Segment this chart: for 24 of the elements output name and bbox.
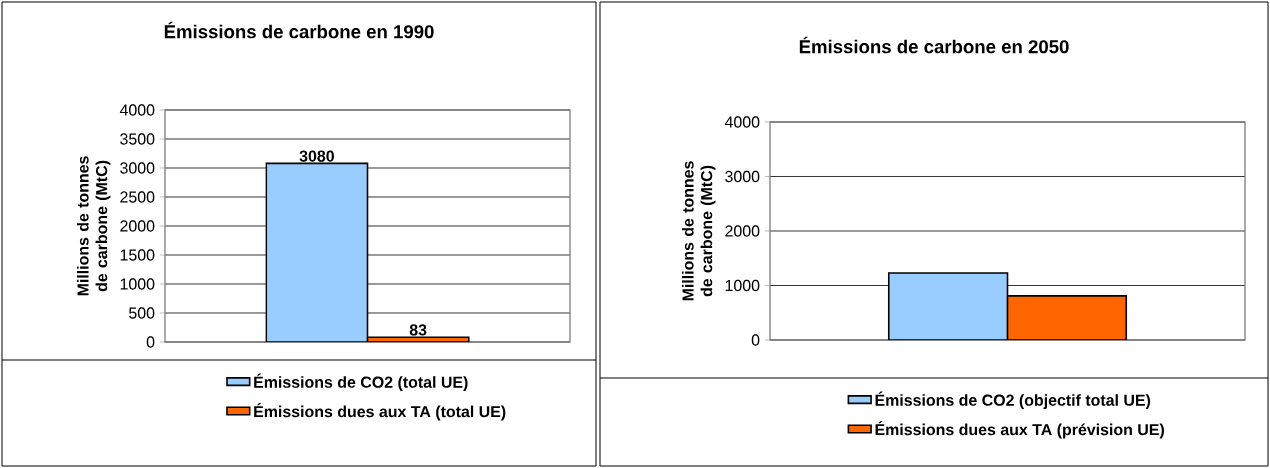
y-tick-label: 3500 [120, 133, 155, 145]
chart-title: Émissions de carbone en 1990 [164, 21, 434, 39]
y-axis-title: Millions de tonnes de carbone (MtC) [681, 161, 716, 301]
y-tick-label: 3000 [725, 170, 760, 183]
y-axis-title: Millions de tonnes de carbone (MtC) [76, 156, 111, 296]
y-tick-label: 2500 [120, 191, 155, 203]
data-label: 83 [409, 324, 427, 336]
y-tick-label: 1000 [120, 278, 155, 290]
y-tick-label: 4000 [119, 104, 155, 116]
y-tick-label: 0 [146, 336, 155, 348]
y-tick-label: 2000 [120, 220, 155, 232]
chart-title: Émissions de carbone en 2050 [799, 36, 1069, 54]
y-tick-label: 0 [751, 334, 760, 346]
legend-label: Émissions de CO2 (objectif total UE) [875, 391, 1151, 410]
y-tick-label: 500 [129, 307, 155, 319]
y-tick-label: 3000 [120, 162, 155, 174]
y-tick-label: 1500 [120, 249, 155, 261]
legend-label: Émissions de CO2 (total UE) [254, 373, 468, 391]
legend-label: Émissions dues aux TA (total UE) [254, 402, 506, 421]
y-tick-label: 1000 [725, 279, 760, 292]
legend-label: Émissions dues aux TA (prévision UE) [875, 420, 1164, 439]
data-label: 3080 [299, 150, 334, 162]
y-tick-label: 4000 [724, 116, 760, 128]
y-tick-label: 2000 [725, 225, 760, 237]
